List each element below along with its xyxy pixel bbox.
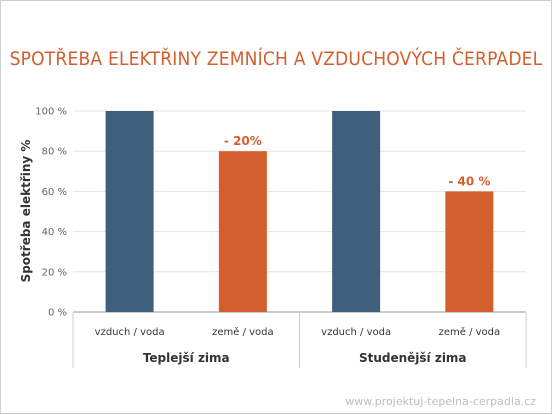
x-category-label: země / voda [212, 326, 274, 338]
data-label: - 40 % [448, 174, 490, 188]
y-tick-label: 60 % [42, 187, 67, 198]
y-axis-label: Spotřeba elektřiny % [19, 140, 33, 283]
footer-url: www.projektuj-tepelna-cerpadla.cz [345, 395, 536, 408]
chart-title: SPOTŘEBA ELEKTŘINY ZEMNÍCH A VZDUCHOVÝCH… [9, 48, 543, 70]
bar-ground-water [445, 191, 494, 312]
bar-air-water [105, 111, 154, 312]
y-tick-label: 0 % [48, 308, 67, 319]
bar-air-water [332, 111, 381, 312]
y-tick-label: 80 % [42, 147, 67, 158]
x-group-label: Studenější zima [359, 351, 467, 365]
y-tick-label: 20 % [42, 267, 67, 278]
x-group-label: Teplejší zima [143, 351, 230, 365]
y-tick-label: 40 % [42, 227, 67, 238]
data-label: - 20% [224, 134, 262, 148]
y-tick-label: 100 % [35, 107, 67, 118]
x-category-label: země / voda [439, 326, 501, 338]
x-category-label: vzduch / voda [95, 327, 165, 338]
x-category-label: vzduch / voda [321, 327, 391, 338]
bar-ground-water [218, 151, 267, 312]
